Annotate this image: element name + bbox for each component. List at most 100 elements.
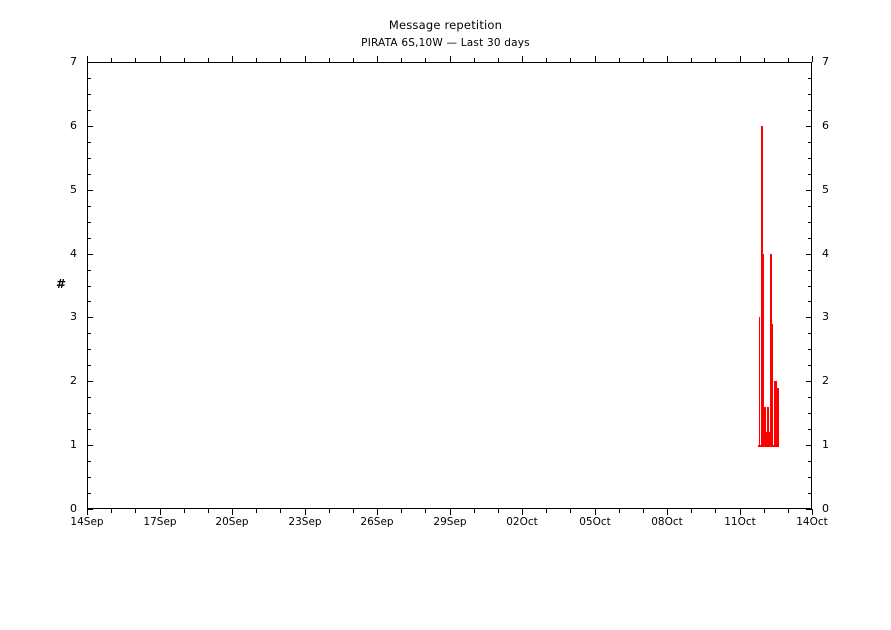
y-tick-right <box>808 413 812 414</box>
data-stem <box>764 406 766 446</box>
x-tick-top <box>498 58 499 62</box>
y-tick-left <box>87 397 91 398</box>
data-baseline <box>757 445 779 447</box>
x-tick-label: 11Oct <box>724 516 756 528</box>
y-tick-left <box>87 110 91 111</box>
x-tick-bottom <box>450 509 451 515</box>
y-tick-label-left: 1 <box>70 438 77 451</box>
y-tick-right <box>808 365 812 366</box>
y-tick-left <box>87 461 91 462</box>
y-tick-right <box>808 429 812 430</box>
data-stem <box>775 381 778 446</box>
y-tick-left <box>87 206 91 207</box>
data-stem <box>768 432 771 446</box>
x-tick-bottom <box>522 509 523 515</box>
y-tick-right <box>808 174 812 175</box>
y-tick-left <box>87 509 93 510</box>
y-tick-label-left: 4 <box>70 247 77 260</box>
x-tick-label: 05Oct <box>579 516 611 528</box>
x-tick-bottom <box>111 509 112 513</box>
y-tick-right <box>806 126 812 127</box>
data-stem <box>771 323 773 446</box>
y-tick-label-left: 3 <box>70 310 77 323</box>
x-tick-bottom <box>595 509 596 515</box>
x-tick-top <box>353 58 354 62</box>
y-tick-label-right: 7 <box>822 55 829 68</box>
data-stem <box>777 387 779 446</box>
y-tick-label-right: 6 <box>822 119 829 132</box>
y-tick-right <box>808 270 812 271</box>
x-tick-label: 08Oct <box>651 516 683 528</box>
x-tick-top <box>643 58 644 62</box>
y-tick-left <box>87 429 91 430</box>
y-tick-label-left: 2 <box>70 374 77 387</box>
x-tick-bottom <box>135 509 136 513</box>
data-stem <box>758 317 761 446</box>
y-tick-right <box>808 110 812 111</box>
y-tick-left <box>87 413 91 414</box>
y-tick-right <box>806 445 812 446</box>
x-tick-bottom <box>667 509 668 515</box>
y-tick-right <box>808 286 812 287</box>
y-tick-left <box>87 174 91 175</box>
data-stem <box>765 432 768 446</box>
x-tick-top <box>474 58 475 62</box>
x-tick-top <box>329 58 330 62</box>
y-tick-left <box>87 142 91 143</box>
y-tick-left <box>87 270 91 271</box>
x-tick-bottom <box>474 509 475 513</box>
x-tick-top <box>691 58 692 62</box>
y-tick-label-left: 7 <box>70 55 77 68</box>
x-tick-label: 14Oct <box>796 516 828 528</box>
y-tick-right <box>808 78 812 79</box>
data-stem <box>762 253 765 446</box>
data-stem <box>767 406 769 446</box>
y-tick-right <box>806 62 812 63</box>
y-tick-right <box>806 254 812 255</box>
x-tick-label: 26Sep <box>360 516 394 528</box>
x-tick-top <box>184 58 185 62</box>
y-tick-left <box>87 445 93 446</box>
chart-title: Message repetition <box>388 18 503 32</box>
x-tick-bottom <box>305 509 306 515</box>
y-tick-left <box>87 333 91 334</box>
x-tick-bottom <box>160 509 161 515</box>
y-tick-left <box>87 222 91 223</box>
x-tick-bottom <box>184 509 185 513</box>
y-tick-right <box>806 509 812 510</box>
x-tick-top <box>280 58 281 62</box>
x-tick-bottom <box>87 509 88 515</box>
x-tick-top <box>305 56 306 62</box>
x-tick-bottom <box>812 509 813 515</box>
chart-subtitle: PIRATA 6S,10W — Last 30 days <box>361 37 530 49</box>
x-tick-bottom <box>619 509 620 513</box>
y-tick-right <box>806 317 812 318</box>
y-tick-right <box>808 206 812 207</box>
y-tick-left <box>87 381 93 382</box>
x-tick-bottom <box>715 509 716 513</box>
y-tick-label-right: 0 <box>822 502 829 515</box>
x-tick-top <box>425 58 426 62</box>
x-tick-bottom <box>643 509 644 513</box>
y-tick-left <box>87 126 93 127</box>
x-tick-bottom <box>208 509 209 513</box>
x-tick-top <box>135 58 136 62</box>
y-tick-right <box>808 222 812 223</box>
x-tick-top <box>812 56 813 62</box>
data-stem <box>774 381 776 446</box>
x-tick-top <box>87 56 88 62</box>
x-tick-bottom <box>498 509 499 513</box>
y-tick-left <box>87 158 91 159</box>
x-tick-bottom <box>764 509 765 513</box>
x-tick-bottom <box>377 509 378 515</box>
x-tick-top <box>160 56 161 62</box>
y-tick-left <box>87 477 91 478</box>
x-tick-label: 17Sep <box>143 516 177 528</box>
y-tick-right <box>808 461 812 462</box>
y-tick-left <box>87 190 93 191</box>
x-tick-top <box>401 58 402 62</box>
y-tick-left <box>87 94 91 95</box>
y-tick-right <box>808 397 812 398</box>
x-tick-label: 20Sep <box>215 516 249 528</box>
